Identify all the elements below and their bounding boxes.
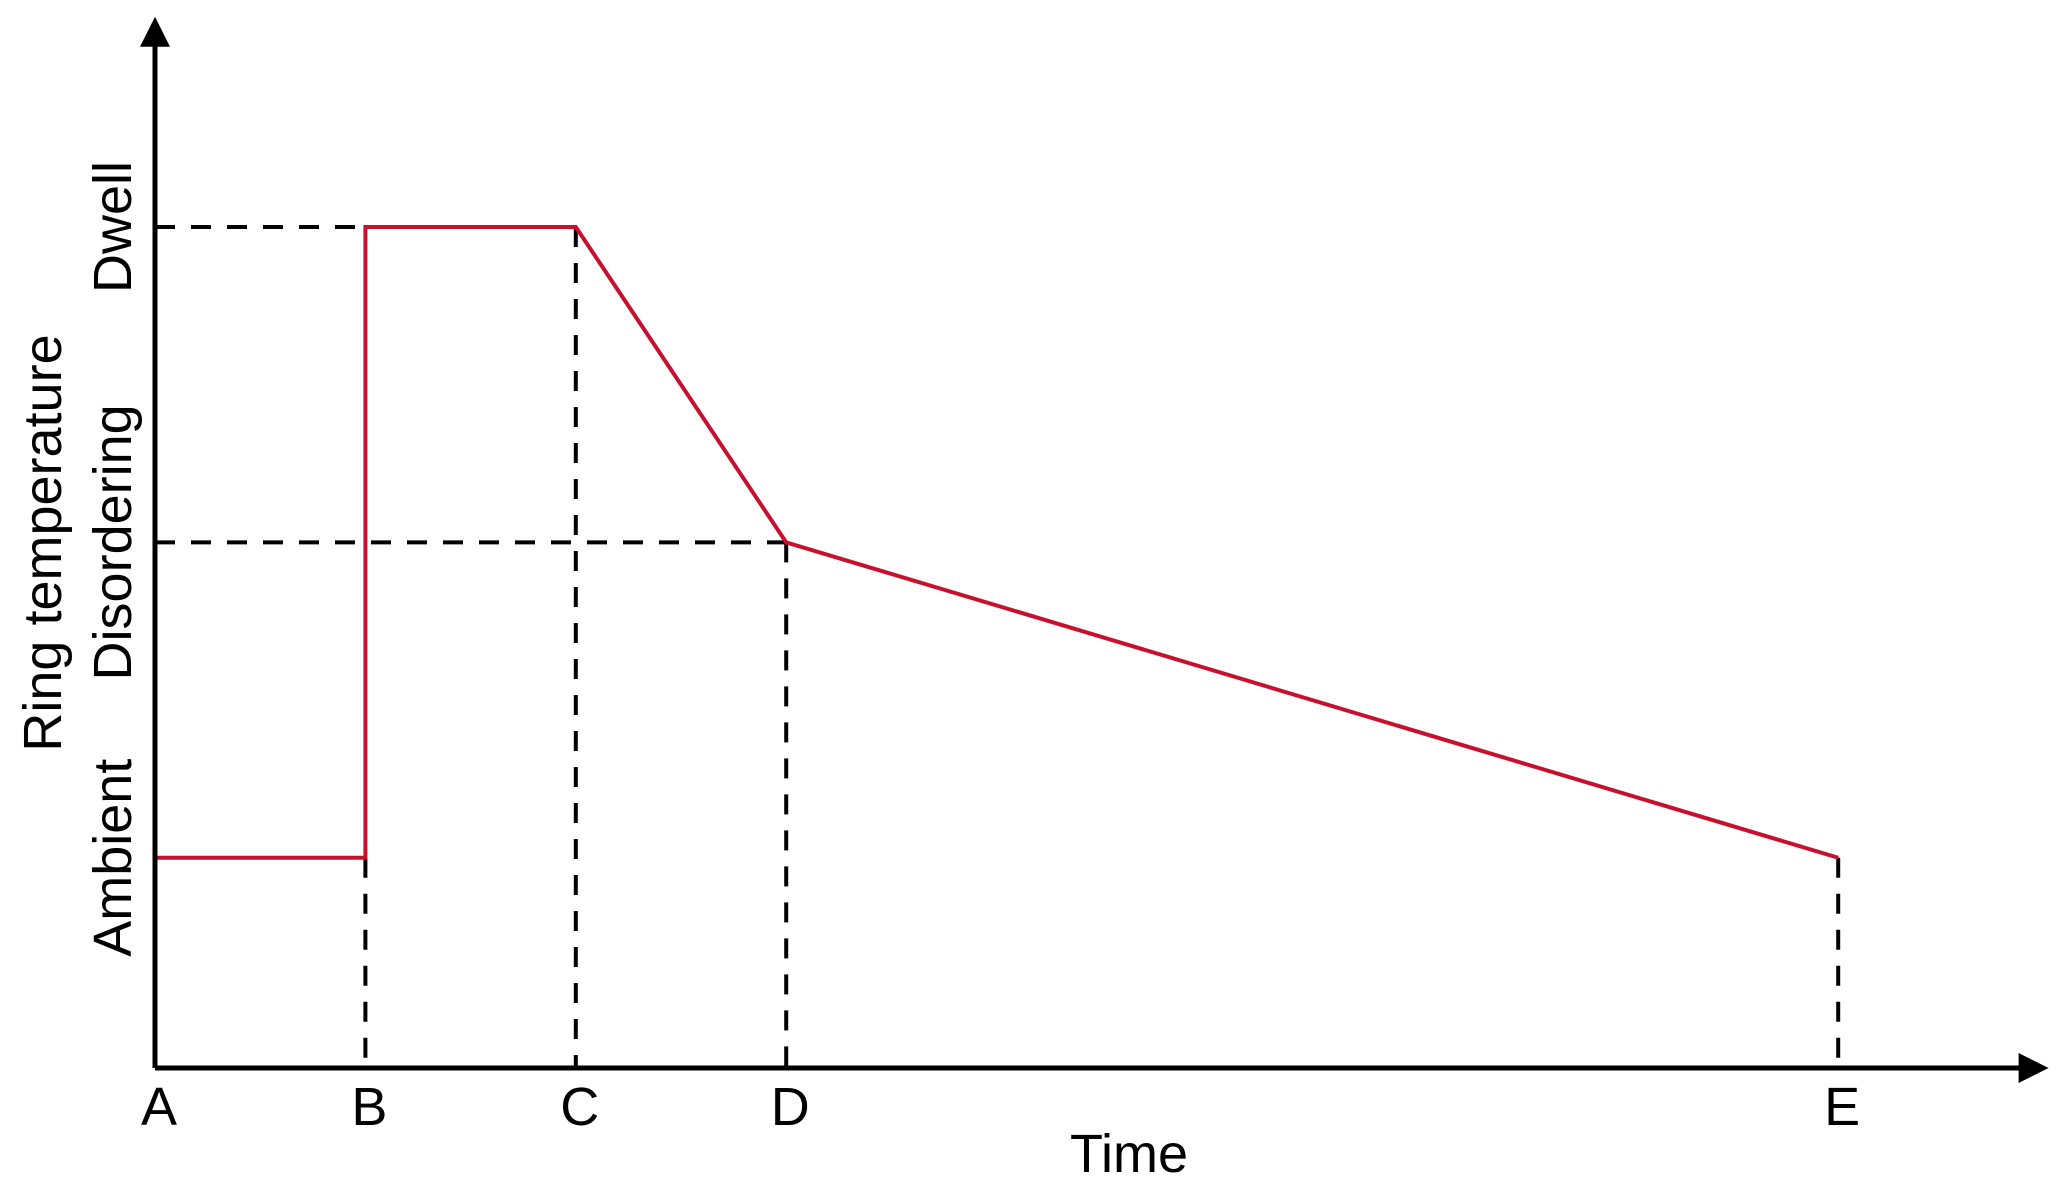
- x-axis-arrowhead-icon: [2018, 1053, 2049, 1083]
- series-ring-temperature-profile: [155, 225, 1839, 860]
- y-axis-label: Ring temperature: [13, 334, 73, 751]
- x-tick-label-a: A: [141, 1077, 177, 1137]
- tick-labels-layer: A B C D E Ambient Disordering Dwell: [83, 161, 1860, 1137]
- x-tick-label-b: B: [351, 1077, 387, 1137]
- y-tick-label-ambient: Ambient: [83, 759, 143, 957]
- x-axis-label: Time: [1070, 1124, 1188, 1184]
- x-tick-label-e: E: [1824, 1077, 1860, 1137]
- y-tick-label-disordering: Disordering: [83, 404, 143, 680]
- x-tick-label-c: C: [560, 1077, 599, 1137]
- y-axis-arrowhead-icon: [140, 16, 170, 47]
- guide-lines-layer: [155, 225, 1841, 1068]
- series-layer: [155, 225, 1839, 860]
- y-tick-label-dwell: Dwell: [83, 161, 143, 293]
- axes-layer: [140, 16, 2049, 1083]
- x-tick-label-d: D: [771, 1077, 810, 1137]
